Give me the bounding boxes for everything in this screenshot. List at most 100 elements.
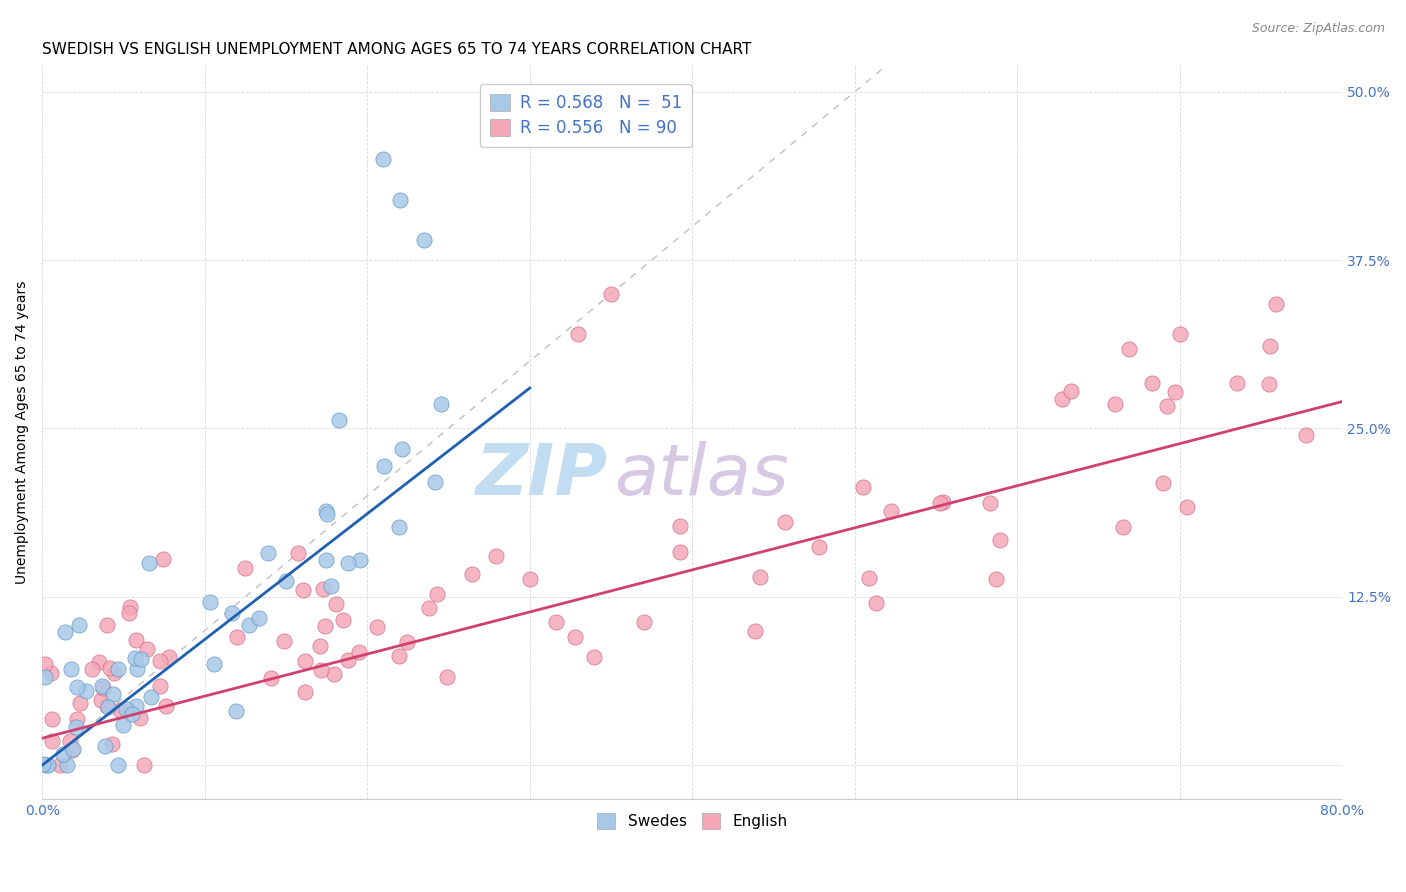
Point: [865, 596, 887, 610]
Point: [633, 615, 655, 629]
Point: [315, 553, 337, 567]
Point: [388, 193, 411, 207]
Point: [582, 649, 605, 664]
Point: [124, 651, 146, 665]
Point: [544, 615, 567, 629]
Point: [1265, 297, 1288, 311]
Point: [89, 655, 111, 669]
Point: [308, 640, 330, 654]
Point: [132, 758, 155, 772]
Point: [328, 413, 350, 427]
Point: [744, 624, 766, 638]
Point: [600, 286, 623, 301]
Point: [287, 546, 309, 560]
Point: [669, 519, 692, 533]
Point: [413, 233, 436, 247]
Point: [98, 661, 121, 675]
Point: [62, 742, 84, 756]
Point: [121, 706, 143, 721]
Point: [929, 496, 952, 510]
Point: [807, 540, 830, 554]
Point: [273, 634, 295, 648]
Point: [125, 698, 148, 713]
Point: [69, 696, 91, 710]
Point: [1111, 519, 1133, 533]
Point: [309, 663, 332, 677]
Point: [1226, 376, 1249, 390]
Point: [152, 552, 174, 566]
Point: [202, 657, 225, 672]
Point: [1060, 384, 1083, 398]
Point: [436, 670, 458, 684]
Point: [149, 679, 172, 693]
Point: [373, 152, 395, 166]
Point: [107, 662, 129, 676]
Text: SWEDISH VS ENGLISH UNEMPLOYMENT AMONG AGES 65 TO 74 YEARS CORRELATION CHART: SWEDISH VS ENGLISH UNEMPLOYMENT AMONG AG…: [42, 42, 752, 57]
Point: [66, 681, 89, 695]
Point: [1295, 427, 1317, 442]
Point: [349, 553, 371, 567]
Point: [247, 611, 270, 625]
Point: [52, 747, 75, 761]
Point: [94, 739, 117, 754]
Point: [225, 630, 247, 644]
Point: [294, 654, 316, 668]
Point: [332, 614, 354, 628]
Point: [1152, 475, 1174, 490]
Text: ZIP: ZIP: [475, 442, 607, 510]
Point: [96, 698, 118, 713]
Point: [858, 571, 880, 585]
Point: [775, 515, 797, 529]
Point: [129, 651, 152, 665]
Point: [120, 599, 142, 614]
Point: [1104, 397, 1126, 411]
Point: [135, 642, 157, 657]
Point: [391, 442, 413, 456]
Point: [312, 582, 335, 597]
Point: [984, 573, 1007, 587]
Point: [118, 606, 141, 620]
Point: [396, 634, 419, 648]
Point: [373, 459, 395, 474]
Point: [221, 607, 243, 621]
Point: [34, 657, 56, 671]
Point: [128, 711, 150, 725]
Point: [274, 574, 297, 588]
Point: [336, 653, 359, 667]
Point: [988, 533, 1011, 548]
Point: [388, 520, 411, 534]
Point: [75, 684, 97, 698]
Point: [225, 704, 247, 718]
Text: Source: ZipAtlas.com: Source: ZipAtlas.com: [1251, 22, 1385, 36]
Point: [41, 712, 63, 726]
Point: [1258, 339, 1281, 353]
Point: [90, 692, 112, 706]
Point: [37, 757, 59, 772]
Point: [256, 546, 278, 560]
Point: [101, 737, 124, 751]
Point: [114, 702, 136, 716]
Point: [1258, 377, 1281, 392]
Point: [315, 504, 337, 518]
Point: [336, 556, 359, 570]
Point: [1118, 342, 1140, 356]
Point: [56, 758, 79, 772]
Point: [90, 679, 112, 693]
Point: [314, 619, 336, 633]
Point: [155, 698, 177, 713]
Point: [1168, 327, 1191, 342]
Point: [149, 654, 172, 668]
Point: [32, 756, 55, 771]
Point: [53, 625, 76, 640]
Point: [67, 618, 90, 632]
Text: atlas: atlas: [614, 442, 789, 510]
Point: [34, 670, 56, 684]
Point: [80, 662, 103, 676]
Point: [425, 475, 447, 489]
Point: [260, 671, 283, 685]
Point: [319, 579, 342, 593]
Point: [1050, 392, 1073, 406]
Point: [388, 648, 411, 663]
Point: [366, 620, 388, 634]
Point: [110, 703, 132, 717]
